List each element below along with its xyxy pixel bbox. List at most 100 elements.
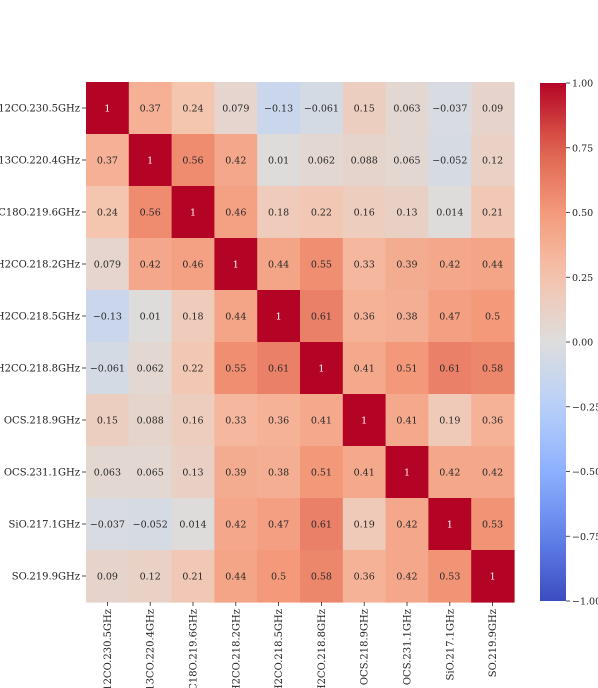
cell-value-label: 0.55 <box>225 364 246 375</box>
heatmap-cell <box>300 446 344 499</box>
cell-value-label: 1 <box>490 572 496 583</box>
cell-value-label: 0.56 <box>140 208 161 219</box>
heatmap-cell <box>257 550 301 603</box>
cell-value-label: 0.22 <box>182 364 203 375</box>
heatmap-cell <box>471 82 515 135</box>
cell-value-label: 0.22 <box>311 208 332 219</box>
cell-value-label: 0.44 <box>225 312 246 323</box>
heatmap-cell <box>385 290 429 343</box>
heatmap-cell <box>342 394 387 447</box>
row-tick-label: OCS.231.1GHz <box>4 468 80 479</box>
cell-value-label: 1 <box>361 416 367 427</box>
row-tick-label: 12CO.230.5GHz <box>0 104 80 115</box>
cell-value-label: 0.088 <box>137 416 164 427</box>
heatmap-cell <box>257 498 301 551</box>
colorbar-tick-label: 0.50 <box>572 208 593 219</box>
heatmap-cell <box>300 290 344 343</box>
colorbar-tick-label: 1.00 <box>572 79 593 90</box>
cell-value-label: 0.09 <box>482 104 503 115</box>
heatmap-cell <box>171 446 215 499</box>
heatmap-cell <box>428 134 472 187</box>
row-tick-label: OCS.218.9GHz <box>4 416 80 427</box>
cell-value-label: 0.13 <box>182 468 203 479</box>
row-tick-label: SO.219.9GHz <box>12 572 80 583</box>
cell-value-label: 0.062 <box>308 156 335 167</box>
cell-value-label: 0.39 <box>225 468 246 479</box>
cell-value-label: 0.065 <box>393 156 420 167</box>
heatmap-cell <box>471 290 515 343</box>
heatmap-cell <box>214 134 258 187</box>
heatmap-cell <box>428 342 472 395</box>
cell-value-label: 1 <box>190 208 196 219</box>
heatmap-cell <box>171 186 215 239</box>
cell-value-label: 0.063 <box>94 468 121 479</box>
heatmap-cells: 1 0.37 0.24 0.079 −0.13 −0.061 0.15 0.063 −0.037… <box>86 82 515 603</box>
cell-value-label: 0.19 <box>354 520 375 531</box>
heatmap-cell <box>342 550 387 603</box>
heatmap-cell <box>257 446 301 499</box>
column-tick-label: OCS.218.9GHz <box>360 609 371 685</box>
cell-value-label: 0.16 <box>182 416 203 427</box>
heatmap-cell <box>300 238 344 291</box>
row-tick-label: SiO.217.1GHz <box>9 520 80 531</box>
cell-value-label: 0.09 <box>97 572 118 583</box>
heatmap-cell <box>171 290 215 343</box>
cell-value-label: 0.16 <box>354 208 375 219</box>
cell-value-label: 0.42 <box>140 260 161 271</box>
cell-value-label: 0.21 <box>482 208 503 219</box>
heatmap-cell <box>128 134 173 187</box>
cell-value-label: 1 <box>147 156 153 167</box>
column-tick-label: H2CO.218.2GHz <box>231 609 242 688</box>
cell-value-label: 0.42 <box>225 520 246 531</box>
cell-value-label: 0.51 <box>396 364 417 375</box>
heatmap-cell <box>300 498 344 551</box>
cell-value-label: 0.61 <box>311 520 332 531</box>
cell-value-label: 0.38 <box>268 468 289 479</box>
heatmap-cell <box>300 394 344 447</box>
cell-value-label: 0.36 <box>482 416 503 427</box>
cell-value-label: 1 <box>104 104 110 115</box>
column-tick-label: SO.219.9GHz <box>488 609 499 677</box>
cell-value-label: 0.53 <box>439 572 460 583</box>
heatmap-cell <box>471 134 515 187</box>
cell-value-label: 0.37 <box>97 156 118 167</box>
heatmap-cell <box>471 446 515 499</box>
cell-value-label: 0.61 <box>439 364 460 375</box>
heatmap-cell <box>300 82 344 135</box>
heatmap-cell <box>214 82 258 135</box>
cell-value-label: 0.079 <box>222 104 249 115</box>
cell-value-label: 0.36 <box>354 312 375 323</box>
cell-value-label: 0.37 <box>140 104 161 115</box>
cell-value-label: 0.19 <box>439 416 460 427</box>
cell-value-label: 0.41 <box>354 468 375 479</box>
row-tick-label: H2CO.218.8GHz <box>0 364 80 375</box>
heatmap-cell <box>171 394 215 447</box>
heatmap-cell <box>86 134 130 187</box>
cell-value-label: 0.44 <box>482 260 503 271</box>
heatmap-cell <box>214 550 258 603</box>
cell-value-label: 0.36 <box>354 572 375 583</box>
cell-value-label: 0.24 <box>182 104 203 115</box>
heatmap-cell <box>171 134 215 187</box>
heatmap-cell <box>342 238 387 291</box>
heatmap-cell <box>128 550 173 603</box>
colorbar-tick-label: −0.25 <box>572 402 598 413</box>
heatmap-cell <box>171 342 215 395</box>
heatmap-cell <box>385 238 429 291</box>
cell-value-label: 0.063 <box>393 104 420 115</box>
cell-value-label: 0.079 <box>94 260 121 271</box>
heatmap-cell <box>128 498 173 551</box>
heatmap-cell <box>128 446 173 499</box>
cell-value-label: 0.33 <box>354 260 375 271</box>
cell-value-label: 0.58 <box>311 572 332 583</box>
heatmap-cell <box>214 290 258 343</box>
colorbar-tick-label: −1.00 <box>572 597 598 608</box>
cell-value-label: 0.56 <box>182 156 203 167</box>
heatmap-cell <box>86 238 130 291</box>
row-labels: 12CO.230.5GHz 13CO.220.4GHz C18O.219.6GHz H… <box>0 104 86 583</box>
heatmap-cell <box>214 186 258 239</box>
heatmap-cell <box>471 394 515 447</box>
heatmap-cell <box>214 238 258 291</box>
cell-value-label: 0.014 <box>436 208 463 219</box>
